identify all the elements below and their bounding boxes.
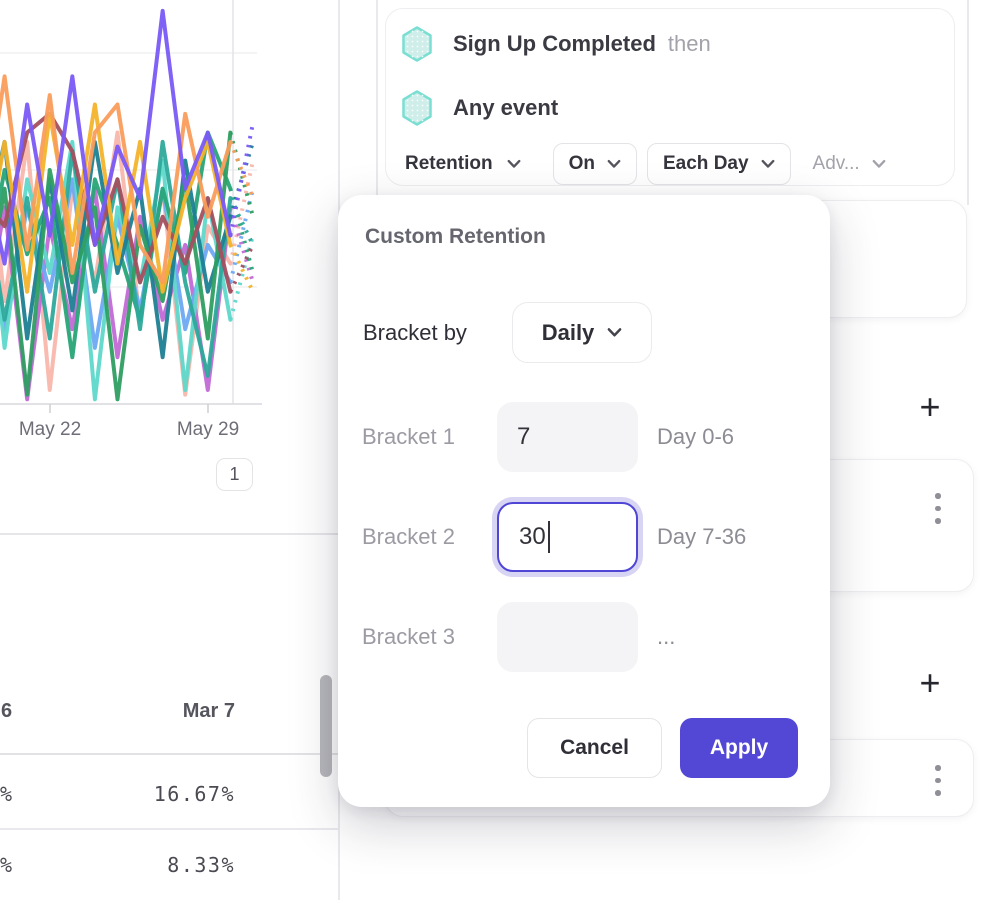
granularity-dropdown-label: Each Day [663,153,749,174]
chevron-down-icon [607,328,622,337]
bracket-by-row: Bracket by Daily [338,302,808,363]
pagination-page-button[interactable]: 1 [216,458,253,491]
bracket-3-range: ... [657,624,676,649]
measurement-dropdown-label: Retention [405,153,493,174]
chevron-down-icon [607,159,621,168]
table-cell: 16.67% [153,782,235,806]
panel-divider [376,0,378,196]
table-scrollbar-thumb[interactable] [320,675,332,777]
bracket-1-value: 7 [517,423,531,450]
bracket-1-range: Day 0-6 [657,424,735,449]
table-header-cell-cut: 6 [1,700,13,722]
card-menu-kebab-icon[interactable] [931,761,945,800]
on-dropdown[interactable]: On [552,143,637,185]
table-cell: 8.33% [167,853,235,877]
event-builder-card: Sign Up Completed then Any event Retenti… [385,8,955,186]
granularity-dropdown[interactable]: Each Day [647,143,791,185]
bracket-row-3: Bracket 3 ... [338,602,808,672]
bracket-by-select[interactable]: Daily [512,302,652,363]
event-step-label: Sign Up Completed [453,31,656,56]
text-cursor-caret [547,521,550,553]
bracket-row-2: Bracket 2 30 Day 7-36 [338,502,808,572]
apply-button[interactable]: Apply [680,718,798,778]
event-step-suffix: then [667,31,711,56]
chevron-down-icon [872,159,886,168]
bracket-2-input[interactable]: 30 [497,502,638,572]
chevron-down-icon [507,159,521,168]
add-section-button[interactable]: + [919,662,941,703]
x-axis-tick-label: May 22 [18,419,82,440]
bracket-2-label: Bracket 2 [362,524,455,549]
hexagon-event-icon [402,90,432,126]
advanced-dropdown[interactable]: Adv... [809,143,890,185]
card-menu-kebab-icon[interactable] [931,489,945,528]
modal-title: Custom Retention [365,225,546,248]
on-dropdown-label: On [568,153,595,174]
add-section-button[interactable]: + [919,386,941,427]
x-axis-tick-label: May 29 [176,419,240,440]
bracket-3-label: Bracket 3 [362,624,455,649]
event-step-row[interactable]: Any event [401,89,570,127]
bracket-by-label: Bracket by [363,319,467,345]
bracket-2-value: 30 [519,523,546,550]
bracket-2-range: Day 7-36 [657,524,747,549]
table-cell-cut: % [0,853,14,877]
retention-line-chart[interactable] [0,0,270,414]
custom-retention-modal: Custom Retention Bracket by Daily Bracke… [338,195,830,807]
bracket-row-1: Bracket 1 7 Day 0-6 [338,402,808,472]
bracket-1-label: Bracket 1 [362,424,455,449]
hexagon-event-icon [402,26,432,62]
bracket-by-value: Daily [541,319,595,345]
chevron-down-icon [761,159,774,168]
table-header-divider [0,753,339,755]
table-cell-cut: % [0,782,14,806]
table-header-cell: Mar 7 [182,700,235,722]
table-section-divider [0,533,339,535]
panel-divider [967,0,969,205]
event-step-row[interactable]: Sign Up Completed then [401,25,711,63]
table-row-divider [0,828,339,830]
event-step-label: Any event [453,95,559,120]
advanced-dropdown-label: Adv... [812,153,860,174]
measurement-dropdown[interactable]: Retention [399,143,527,185]
bracket-3-input[interactable] [497,602,638,672]
cancel-button[interactable]: Cancel [527,718,662,778]
bracket-1-input[interactable]: 7 [497,402,638,472]
builder-controls-row: Retention On Each Day Adv... [399,143,890,185]
